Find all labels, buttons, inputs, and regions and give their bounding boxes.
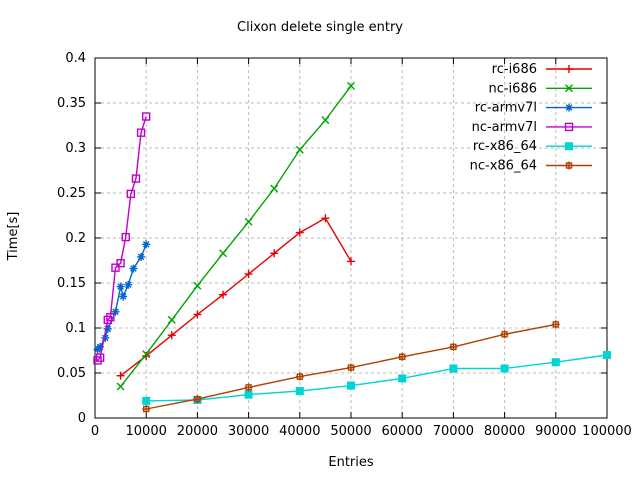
y-tick-label: 0.35 [57, 96, 86, 111]
series-nc-armv7l [93, 112, 151, 365]
y-tick-label: 0 [78, 411, 86, 426]
legend-label: nc-i686 [488, 81, 537, 96]
series-line [146, 354, 608, 402]
y-tick-label: 0.25 [57, 186, 86, 201]
legend-label: rc-armv7l [475, 101, 537, 116]
legend-label: rc-x86_64 [473, 139, 537, 154]
legend-entry-nc-armv7l: nc-armv7l [472, 120, 592, 135]
series-line [97, 116, 147, 361]
y-tick-label: 0.05 [57, 366, 86, 381]
legend-label: rc-i686 [492, 62, 537, 77]
series-nc-x86_64 [142, 320, 560, 413]
series-rc-armv7l [93, 240, 151, 354]
x-axis-label: Entries [328, 455, 374, 470]
x-tick-label: 90000 [535, 424, 576, 439]
plot-border [94, 57, 608, 419]
legend-entry-nc-x86_64: nc-x86_64 [470, 159, 592, 174]
x-tick-label: 20000 [177, 424, 218, 439]
y-tick-label: 0.2 [65, 231, 86, 246]
y-tick-label: 0.3 [65, 141, 86, 156]
series-nc-i686 [116, 81, 355, 391]
legend-entry-nc-i686: nc-i686 [488, 81, 592, 96]
x-tick-label: 100000 [582, 424, 632, 439]
x-tick-label: 50000 [330, 424, 371, 439]
x-tick-label: 80000 [484, 424, 525, 439]
x-tick-label: 10000 [126, 424, 167, 439]
x-tick-label: 40000 [279, 424, 320, 439]
legend-entry-rc-armv7l: rc-armv7l [475, 101, 592, 116]
series-line [120, 85, 352, 387]
x-tick-label: 30000 [228, 424, 269, 439]
series-line [120, 217, 352, 377]
series-rc-i686 [116, 214, 355, 380]
legend-entry-rc-x86_64: rc-x86_64 [473, 139, 592, 154]
legend-label: nc-x86_64 [470, 159, 537, 174]
legend-label: nc-armv7l [472, 120, 537, 135]
x-tick-label: 70000 [433, 424, 474, 439]
x-tick-label: 0 [91, 424, 99, 439]
legend-entry-rc-i686: rc-i686 [492, 62, 592, 77]
y-tick-label: 0.15 [57, 276, 86, 291]
y-tick-label: 0.4 [65, 51, 86, 66]
series-rc-x86_64 [142, 351, 611, 405]
y-tick-label: 0.1 [65, 321, 86, 336]
chart-title: Clixon delete single entry [237, 20, 403, 35]
x-tick-label: 60000 [382, 424, 423, 439]
